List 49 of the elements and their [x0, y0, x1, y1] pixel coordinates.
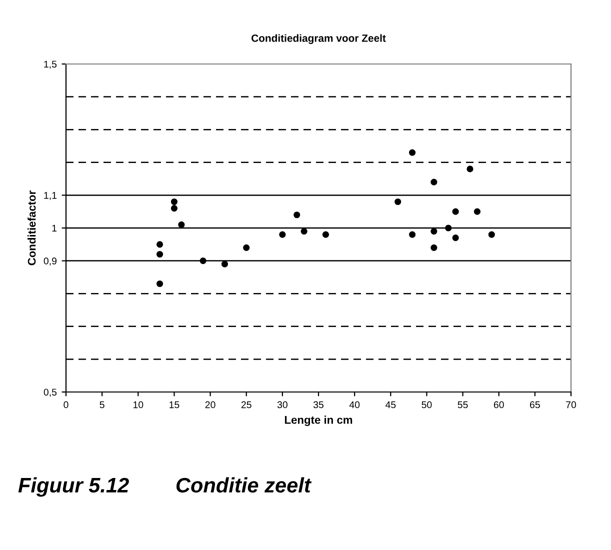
point: [294, 212, 300, 218]
chart-title: Conditiediagram voor Zeelt: [252, 34, 386, 44]
point: [170, 205, 178, 212]
point: [430, 244, 438, 251]
point: [322, 231, 330, 238]
y-tick-label: 1,1: [44, 192, 56, 200]
x-tick-label: 5: [100, 401, 104, 408]
x-tick-label: 40: [349, 401, 360, 408]
x-tick-label: 20: [205, 401, 216, 408]
point: [156, 250, 164, 258]
x-tick-label: 15: [170, 401, 180, 408]
point: [200, 258, 206, 264]
x-tick-label: 10: [133, 401, 144, 408]
point: [170, 198, 178, 206]
point: [452, 208, 459, 215]
point: [430, 228, 438, 235]
x-tick-label: 65: [530, 401, 540, 408]
x-tick-label: 35: [313, 401, 324, 408]
point: [243, 244, 250, 251]
x-axis-title: Lengte in cm: [284, 416, 352, 426]
y-tick-label: 1,5: [44, 60, 57, 69]
point: [466, 166, 474, 172]
point: [156, 280, 164, 288]
x-tick-label: 25: [241, 401, 252, 408]
y-tick-label: 1: [52, 224, 56, 232]
point: [178, 221, 185, 228]
x-tick-label: 30: [277, 401, 288, 408]
x-tick-label: 0: [64, 401, 68, 408]
x-tick-label: 45: [385, 401, 396, 408]
point: [221, 260, 228, 268]
point: [300, 228, 308, 235]
y-tick-label: 0,9: [44, 258, 57, 266]
point: [279, 231, 286, 238]
x-tick-label: 60: [494, 401, 504, 408]
point: [156, 241, 164, 248]
x-tick-label: 50: [422, 401, 432, 408]
point: [445, 224, 452, 232]
point: [394, 198, 402, 206]
x-tick-label: 55: [458, 401, 468, 408]
point: [488, 231, 495, 238]
y-tick-label: 0,5: [44, 388, 57, 397]
point: [452, 234, 459, 242]
point: [408, 149, 416, 156]
text: Figuur 5.12 Conditie zeelt: [18, 477, 312, 497]
x-tick-label: 70: [566, 401, 576, 408]
point: [474, 208, 481, 215]
y-axis-title: Conditiefactor: [28, 190, 36, 266]
point: [430, 178, 438, 186]
point: [408, 231, 416, 238]
